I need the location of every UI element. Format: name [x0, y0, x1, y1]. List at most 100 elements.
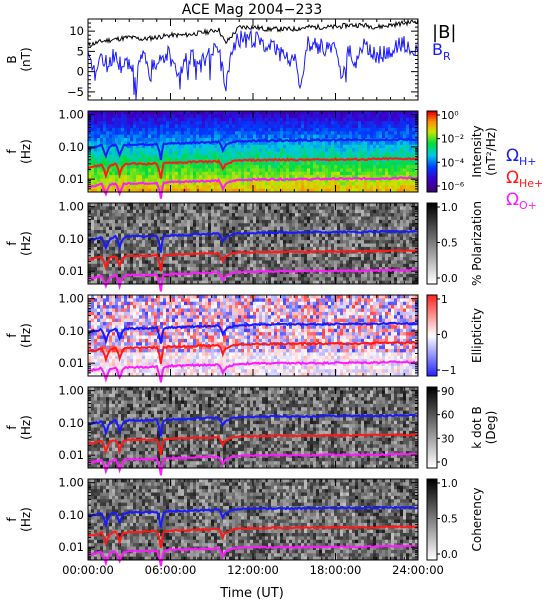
- spectrogram-cell: [331, 151, 335, 156]
- spectrogram-cell: [409, 181, 413, 186]
- spectrogram-cell: [313, 236, 317, 241]
- spectrogram-cell: [244, 233, 248, 238]
- spectrogram-cell: [151, 226, 155, 231]
- spectrogram-cell: [235, 203, 239, 207]
- spectrogram-cell: [127, 178, 131, 183]
- spectrogram-cell: [226, 277, 230, 282]
- spectrogram-cell: [253, 117, 257, 122]
- spectrogram-cell: [292, 117, 296, 122]
- spectrogram-cell: [382, 151, 386, 156]
- spectrogram-cell: [409, 144, 413, 149]
- spectrogram-cell: [367, 165, 371, 169]
- spectrogram-cell: [151, 246, 155, 251]
- spectrogram-cell: [211, 111, 215, 115]
- spectrogram-cell: [91, 267, 95, 271]
- spectrogram-cell: [274, 175, 278, 179]
- spectrogram-cell: [340, 257, 344, 261]
- spectrogram-cell: [214, 124, 218, 129]
- spectrogram-cell: [148, 219, 152, 224]
- spectrogram-cell: [385, 121, 389, 125]
- spectrogram-cell: [316, 114, 320, 119]
- spectrogram-cell: [403, 171, 407, 176]
- spectrogram-cell: [415, 168, 419, 173]
- spectrogram-cell: [109, 273, 113, 278]
- spectrogram-cell: [223, 233, 227, 238]
- spectrogram-cell: [346, 236, 350, 241]
- spectrogram-cell: [106, 127, 110, 132]
- spectrogram-cell: [307, 121, 311, 125]
- spectrogram-cell: [166, 230, 170, 234]
- spectrogram-cell: [214, 243, 218, 248]
- spectrogram-cell: [322, 178, 326, 183]
- spectrogram-cell: [163, 223, 167, 228]
- spectrogram-cell: [409, 165, 413, 169]
- spectrogram-cell: [229, 144, 233, 149]
- spectrogram-cell: [286, 151, 290, 156]
- spectrogram-cell: [256, 154, 260, 159]
- spectrogram-cell: [397, 141, 401, 146]
- spectrogram-cell: [178, 175, 182, 179]
- spectrogram-cell: [160, 226, 164, 231]
- spectrogram-cell: [301, 209, 305, 214]
- spectrogram-cell: [271, 273, 275, 278]
- spectrogram-cell: [229, 175, 233, 179]
- spectrogram-cell: [91, 181, 95, 186]
- spectrogram-cell: [262, 223, 266, 228]
- spectrogram-cell: [205, 216, 209, 221]
- spectrogram-cell: [190, 203, 194, 207]
- spectrogram-cell: [94, 223, 98, 228]
- spectrogram-cell: [274, 154, 278, 159]
- spectrogram-cell: [313, 178, 317, 183]
- spectrogram-cell: [325, 131, 329, 136]
- spectrogram-cell: [319, 223, 323, 228]
- spectrogram-cell: [238, 175, 242, 179]
- spectrogram-cell: [94, 168, 98, 173]
- spectrogram-cell: [169, 240, 173, 244]
- spectrogram-cell: [148, 236, 152, 241]
- spectrogram-cell: [385, 185, 389, 190]
- spectrogram-cell: [118, 114, 122, 119]
- spectrogram-cell: [343, 127, 347, 132]
- spectrogram-cell: [304, 151, 308, 156]
- spectrogram-cell: [298, 280, 302, 285]
- spectrogram-cell: [139, 219, 143, 224]
- spectrogram-cell: [103, 253, 107, 258]
- spectrogram-cell: [271, 131, 275, 136]
- spectrogram-cell: [97, 161, 101, 166]
- spectrogram-cell: [247, 226, 251, 231]
- spectrogram-cell: [250, 233, 254, 238]
- spectrogram-cell: [163, 219, 167, 224]
- spectrogram-cell: [409, 127, 413, 132]
- spectrogram-cell: [166, 151, 170, 156]
- spectrogram-cell: [214, 236, 218, 241]
- spectrogram-cell: [259, 277, 263, 282]
- spectrogram-cell: [130, 280, 134, 285]
- spectrogram-cell: [199, 165, 203, 169]
- spectrogram-cell: [322, 141, 326, 146]
- spectrogram-cell: [241, 246, 245, 251]
- spectrogram-cell: [334, 148, 338, 152]
- spectrogram-cell: [388, 151, 392, 156]
- spectrogram-cell: [382, 111, 386, 115]
- spectrogram-cell: [166, 181, 170, 186]
- spectrogram-cell: [217, 151, 221, 156]
- spectrogram-cell: [280, 277, 284, 282]
- spectrogram-cell: [298, 117, 302, 122]
- spectrogram-cell: [154, 213, 158, 217]
- spectrogram-cell: [301, 270, 305, 275]
- spectrogram-cell: [124, 171, 128, 176]
- spectrogram-cell: [322, 165, 326, 169]
- spectrogram-cell: [172, 185, 176, 190]
- spectrogram-cell: [319, 141, 323, 146]
- spectrogram-cell: [145, 131, 149, 136]
- spectrogram-cell: [259, 213, 263, 217]
- spectrogram-cell: [157, 181, 161, 186]
- spectrogram-cell: [307, 161, 311, 166]
- spectrogram-cell: [205, 209, 209, 214]
- spectrogram-cell: [184, 121, 188, 125]
- spectrogram-cell: [136, 144, 140, 149]
- spectrogram-cell: [193, 257, 197, 261]
- spectrogram-cell: [352, 178, 356, 183]
- spectrogram-cell: [301, 141, 305, 146]
- spectrogram-cell: [181, 280, 185, 285]
